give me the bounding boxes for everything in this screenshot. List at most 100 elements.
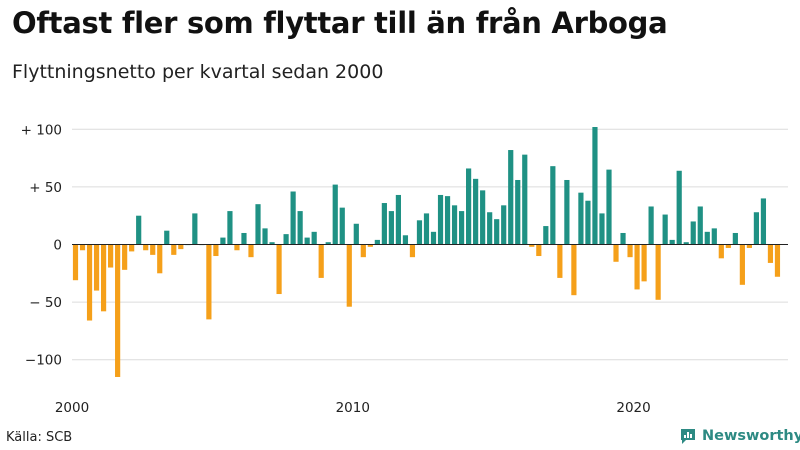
bar: [564, 179, 570, 245]
bar: [620, 232, 626, 245]
bars: [72, 127, 781, 377]
source-note: Källa: SCB: [6, 430, 73, 445]
bar: [248, 244, 254, 258]
bar: [725, 244, 731, 248]
bar: [178, 244, 184, 250]
newsworthy-logo-text: Newsworthy: [702, 428, 800, 444]
bar: [641, 244, 647, 282]
bar: [739, 244, 745, 285]
y-tick-label: + 50: [29, 180, 62, 196]
bar: [283, 234, 289, 245]
bar: [150, 244, 156, 255]
bar: [522, 154, 528, 245]
bar: [143, 244, 149, 251]
bar: [753, 212, 759, 245]
bar: [774, 244, 781, 277]
bar: [571, 244, 577, 296]
bar: [494, 219, 500, 245]
bar: [732, 232, 738, 245]
y-tick-label: + 100: [21, 122, 62, 138]
bar: [346, 244, 352, 307]
bar: [353, 223, 359, 245]
bar: [634, 244, 640, 290]
bar: [388, 211, 394, 245]
y-tick-label: −100: [25, 353, 62, 369]
bar: [269, 242, 275, 245]
bar: [458, 211, 465, 245]
x-tick-label: 2020: [616, 400, 650, 416]
bar: [648, 206, 654, 245]
bar: [72, 244, 79, 281]
bar: [402, 235, 409, 245]
bar: [543, 226, 549, 245]
bar: [767, 244, 774, 263]
chart-subtitle: Flyttningsnetto per kvartal sedan 2000: [12, 61, 384, 83]
bar: [409, 244, 416, 258]
bar: [290, 191, 296, 245]
bar: [374, 239, 380, 245]
bar: [227, 211, 233, 245]
bar: [304, 237, 310, 245]
bar: [430, 231, 437, 245]
bar: [206, 244, 212, 320]
bar: [655, 244, 661, 300]
bar: [79, 244, 86, 251]
bar: [360, 244, 366, 258]
bar: [529, 244, 535, 247]
bar: [578, 192, 584, 245]
bar: [627, 244, 633, 258]
bar-chart: + 100 + 50 0 − 50 −100 2000 2010 2020: [21, 122, 788, 416]
bar: [669, 239, 675, 245]
bar: [501, 205, 507, 245]
bar: [515, 179, 521, 245]
bar: [129, 244, 135, 252]
bar: [451, 205, 458, 245]
bar: [171, 244, 177, 255]
bar: [613, 244, 619, 262]
bar: [318, 244, 324, 278]
bar: [508, 150, 514, 245]
x-tick-label: 2010: [336, 400, 370, 416]
bar: [276, 244, 282, 295]
bar: [241, 232, 247, 245]
y-axis-ticks: + 100 + 50 0 − 50 −100: [21, 122, 62, 368]
newsworthy-logo-icon: [681, 429, 695, 444]
bar: [157, 244, 163, 274]
bar: [473, 178, 479, 245]
bar: [550, 166, 556, 245]
bar: [115, 244, 121, 377]
gridlines: [72, 128, 788, 361]
bar: [760, 198, 767, 245]
bar: [213, 244, 219, 257]
bar: [585, 200, 591, 245]
newsworthy-logo[interactable]: Newsworthy: [679, 427, 800, 445]
bar: [557, 244, 563, 278]
bar: [234, 244, 240, 251]
chart-title: Oftast fler som flyttar till än från Arb…: [12, 6, 668, 40]
bar: [718, 244, 724, 259]
bar: [86, 244, 93, 321]
bar: [444, 196, 451, 245]
bar: [592, 127, 598, 245]
bar: [381, 203, 387, 245]
bar: [480, 190, 486, 245]
bar: [108, 244, 114, 268]
bar: [697, 206, 703, 245]
bar: [100, 244, 107, 312]
bar: [711, 228, 717, 245]
bar: [339, 207, 345, 245]
bar: [437, 194, 444, 245]
bar: [262, 228, 268, 245]
bar: [297, 211, 303, 245]
bar: [255, 204, 261, 245]
bar: [487, 212, 493, 245]
bar: [662, 214, 668, 245]
bar: [395, 194, 401, 245]
x-axis-ticks: 2000 2010 2020: [55, 400, 651, 416]
bar: [367, 244, 373, 247]
bar: [332, 184, 338, 245]
bar: [122, 244, 128, 270]
y-tick-label: − 50: [29, 295, 62, 311]
bar: [423, 213, 430, 245]
bar: [220, 237, 226, 245]
